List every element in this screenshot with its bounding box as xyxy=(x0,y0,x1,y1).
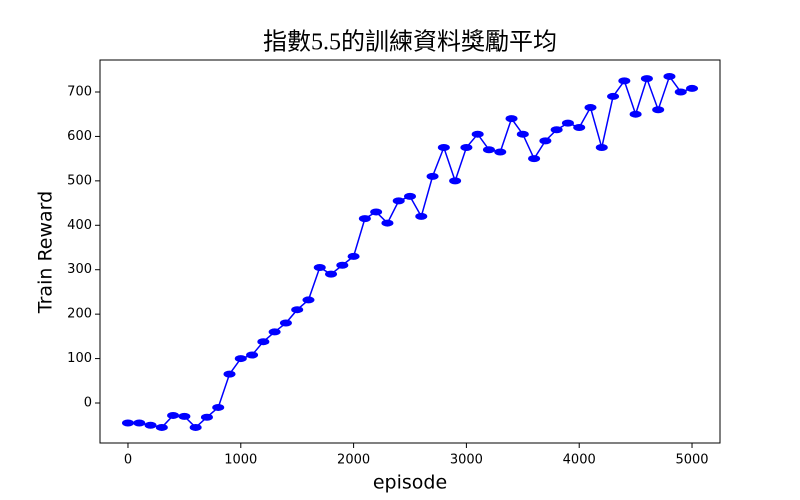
marker xyxy=(358,215,371,223)
plot-frame xyxy=(99,59,721,444)
marker xyxy=(550,126,563,134)
x-tick-label: 3000 xyxy=(450,453,483,468)
marker xyxy=(178,412,191,420)
marker xyxy=(370,208,383,216)
x-axis-label: episode xyxy=(373,472,447,494)
chart-title: 指數5.5的訓練資料獎勵平均 xyxy=(263,29,557,56)
y-tick-label: 100 xyxy=(67,351,92,366)
marker xyxy=(212,403,225,411)
marker xyxy=(223,370,236,378)
x-tick-label: 1000 xyxy=(224,453,257,468)
y-tick-label: 400 xyxy=(67,218,92,233)
marker xyxy=(336,261,349,269)
marker xyxy=(482,146,495,154)
marker xyxy=(144,421,157,429)
marker xyxy=(607,92,620,100)
marker xyxy=(640,75,653,83)
marker xyxy=(674,88,687,96)
marker xyxy=(279,319,292,327)
y-tick-label: 300 xyxy=(67,262,92,277)
marker xyxy=(505,115,518,123)
marker xyxy=(133,419,146,427)
x-tick-label: 2000 xyxy=(337,453,370,468)
series-line xyxy=(127,74,693,429)
marker xyxy=(347,252,360,260)
x-tick-label: 0 xyxy=(124,453,132,468)
y-tick-label: 700 xyxy=(67,84,92,99)
marker xyxy=(155,423,168,431)
marker xyxy=(313,263,326,271)
marker xyxy=(516,130,529,138)
marker xyxy=(426,172,439,180)
marker xyxy=(528,155,541,163)
marker xyxy=(595,144,608,152)
marker xyxy=(460,144,473,152)
marker xyxy=(686,84,699,92)
marker xyxy=(415,212,428,220)
marker xyxy=(561,119,574,127)
marker xyxy=(584,104,597,112)
marker xyxy=(268,328,281,336)
y-tick-label: 200 xyxy=(67,307,92,322)
marker xyxy=(246,351,259,359)
marker xyxy=(404,192,416,200)
marker xyxy=(494,148,507,156)
marker xyxy=(234,355,247,363)
marker xyxy=(381,219,394,227)
marker xyxy=(437,144,450,152)
marker xyxy=(167,411,180,419)
marker xyxy=(539,137,552,145)
marker xyxy=(663,72,676,80)
marker xyxy=(257,338,270,346)
marker xyxy=(392,197,405,205)
marker xyxy=(629,110,642,118)
marker xyxy=(652,106,665,114)
marker xyxy=(618,77,631,85)
marker xyxy=(449,177,462,185)
marker xyxy=(291,306,304,314)
marker xyxy=(573,124,586,132)
x-tick-label: 5000 xyxy=(675,453,708,468)
marker xyxy=(302,296,315,304)
marker xyxy=(471,130,484,138)
marker xyxy=(189,423,202,431)
x-tick-label: 4000 xyxy=(563,453,596,468)
y-axis-label: Train Reward xyxy=(35,191,57,314)
y-tick-label: 0 xyxy=(84,396,92,411)
marker xyxy=(325,270,338,278)
y-tick-label: 500 xyxy=(67,173,92,188)
marker xyxy=(121,419,134,427)
marker xyxy=(200,413,213,421)
y-tick-label: 600 xyxy=(67,129,92,144)
